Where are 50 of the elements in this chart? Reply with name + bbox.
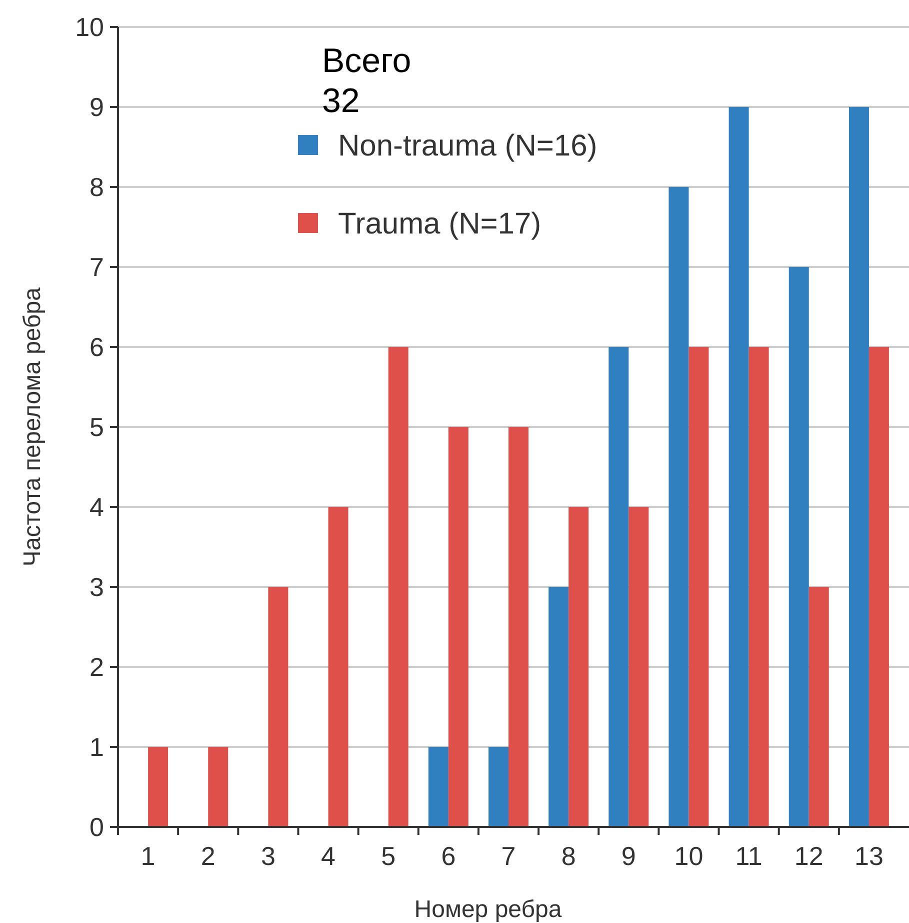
bar bbox=[748, 347, 769, 827]
y-tick-label: 2 bbox=[90, 652, 104, 682]
x-axis-title: Номер ребра bbox=[414, 896, 562, 923]
x-tick-label: 13 bbox=[854, 841, 884, 871]
x-tick-label: 6 bbox=[441, 841, 456, 871]
x-tick-label: 5 bbox=[381, 841, 396, 871]
x-tick-label: 7 bbox=[501, 841, 516, 871]
bar bbox=[848, 107, 869, 827]
bar bbox=[268, 587, 288, 827]
x-tick-label: 3 bbox=[260, 841, 276, 871]
bar bbox=[868, 347, 889, 827]
y-tick-label: 0 bbox=[90, 812, 104, 842]
x-tick-label: 8 bbox=[561, 841, 576, 871]
x-tick-label: 4 bbox=[321, 841, 336, 871]
y-axis-title: Частота перелома ребра bbox=[19, 286, 46, 566]
bar bbox=[148, 747, 168, 827]
bar bbox=[608, 347, 629, 827]
annotation: Всего 32 bbox=[322, 42, 412, 120]
bar bbox=[488, 747, 508, 827]
bar bbox=[668, 187, 689, 827]
x-tick-label: 1 bbox=[140, 841, 156, 871]
bar bbox=[788, 267, 809, 827]
y-tick-label: 10 bbox=[75, 12, 104, 42]
x-tick-label: 2 bbox=[200, 841, 216, 871]
y-tick-label: 1 bbox=[90, 732, 104, 762]
y-tick-label: 6 bbox=[90, 332, 104, 362]
bar bbox=[448, 427, 468, 827]
bar bbox=[208, 747, 228, 827]
bar bbox=[508, 427, 528, 827]
bar bbox=[548, 587, 569, 827]
x-tick-label: 9 bbox=[621, 841, 636, 871]
y-tick-label: 3 bbox=[90, 572, 104, 602]
y-tick-label: 9 bbox=[90, 92, 104, 122]
bar bbox=[628, 507, 649, 827]
bar bbox=[428, 747, 448, 827]
legend-label: Non-trauma (N=16) bbox=[338, 130, 598, 162]
x-tick-label: 12 bbox=[794, 841, 824, 871]
bar bbox=[808, 587, 829, 827]
bar bbox=[328, 507, 348, 827]
y-tick-label: 7 bbox=[90, 252, 104, 282]
x-tick-label: 11 bbox=[735, 841, 762, 871]
y-tick-label: 4 bbox=[90, 492, 104, 522]
x-tick-label: 10 bbox=[674, 841, 704, 871]
bar bbox=[728, 107, 749, 827]
bar bbox=[388, 347, 408, 827]
bar bbox=[568, 507, 589, 827]
legend-label: Trauma (N=17) bbox=[338, 208, 542, 240]
y-tick-label: 5 bbox=[90, 412, 104, 442]
bar bbox=[688, 347, 709, 827]
y-tick-label: 8 bbox=[90, 172, 104, 202]
